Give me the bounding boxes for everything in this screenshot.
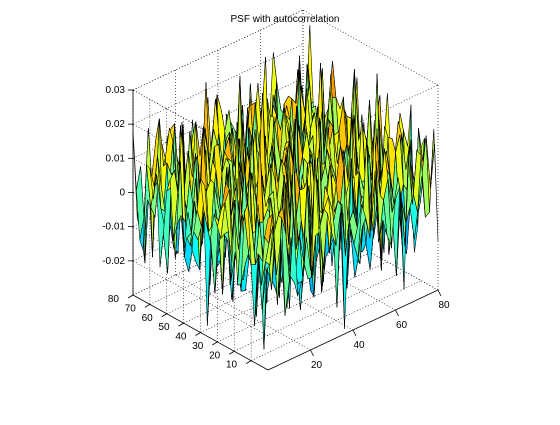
y-gridline: [217, 261, 388, 343]
z-tick-label: -0.02: [102, 256, 125, 267]
y-tick-label: 30: [192, 341, 204, 352]
x-tick-label: 60: [396, 320, 408, 331]
z-tick-label: 0.01: [106, 153, 126, 164]
y-tick-label: 10: [226, 360, 238, 371]
y-tick-label: 20: [209, 350, 221, 361]
chart-title: PSF with autocorrelation: [231, 14, 340, 25]
y-tick-mark: [229, 350, 235, 355]
y-tick-mark: [195, 332, 201, 336]
y-tick-label: 40: [175, 332, 187, 343]
x-tick-label: 80: [438, 300, 450, 311]
z-tick-label: 0.02: [106, 119, 126, 130]
y-tick-label: 50: [159, 322, 171, 333]
y-tick-mark: [212, 341, 218, 346]
y-tick-mark: [161, 313, 167, 318]
surface-patch: [264, 213, 273, 245]
x-tick-label: 40: [353, 340, 365, 351]
z-gridline: [132, 43, 304, 125]
x-tick-mark: [395, 309, 399, 317]
z-tick-label: -0.01: [102, 222, 125, 233]
y-tick-mark: [245, 360, 252, 364]
x-tick-mark: [310, 349, 314, 357]
surface-patch: [430, 129, 439, 242]
surface-layer: [132, 25, 439, 350]
y-tick-mark: [144, 304, 151, 308]
z-tick-label: 0: [119, 188, 125, 199]
y-gridline: [250, 280, 422, 361]
ticks-layer: 20 40 60 80 10 20 30 40 50 60 70 80 0.03 0.02 0.01 0 -0.…: [102, 85, 450, 371]
y-tick-label: 70: [125, 303, 137, 314]
y-gridline: [234, 270, 405, 352]
y-tick-mark: [178, 322, 184, 327]
x-tick-mark: [352, 329, 357, 337]
x-tick-label: 20: [311, 360, 323, 371]
y-tick-mark: [127, 294, 134, 299]
y-tick-label: 80: [108, 294, 120, 305]
y-tick-label: 60: [142, 313, 154, 324]
x-tick-mark: [437, 289, 442, 297]
z-tick-label: 0.03: [106, 85, 126, 96]
